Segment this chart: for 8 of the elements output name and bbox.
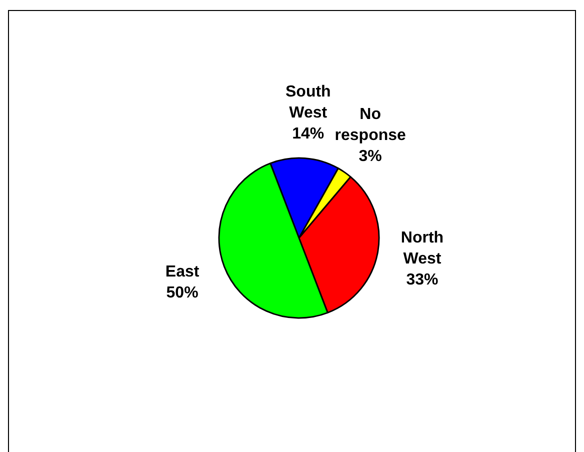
data-label: 14% xyxy=(292,126,324,143)
data-label: 3% xyxy=(358,148,382,165)
slice-label: East xyxy=(165,264,200,281)
slice-label: North West xyxy=(400,229,444,268)
data-label: 50% xyxy=(166,284,198,302)
slice-label: South West xyxy=(285,84,331,122)
data-label: 33% xyxy=(406,271,438,288)
slice-label: No response xyxy=(334,106,406,144)
